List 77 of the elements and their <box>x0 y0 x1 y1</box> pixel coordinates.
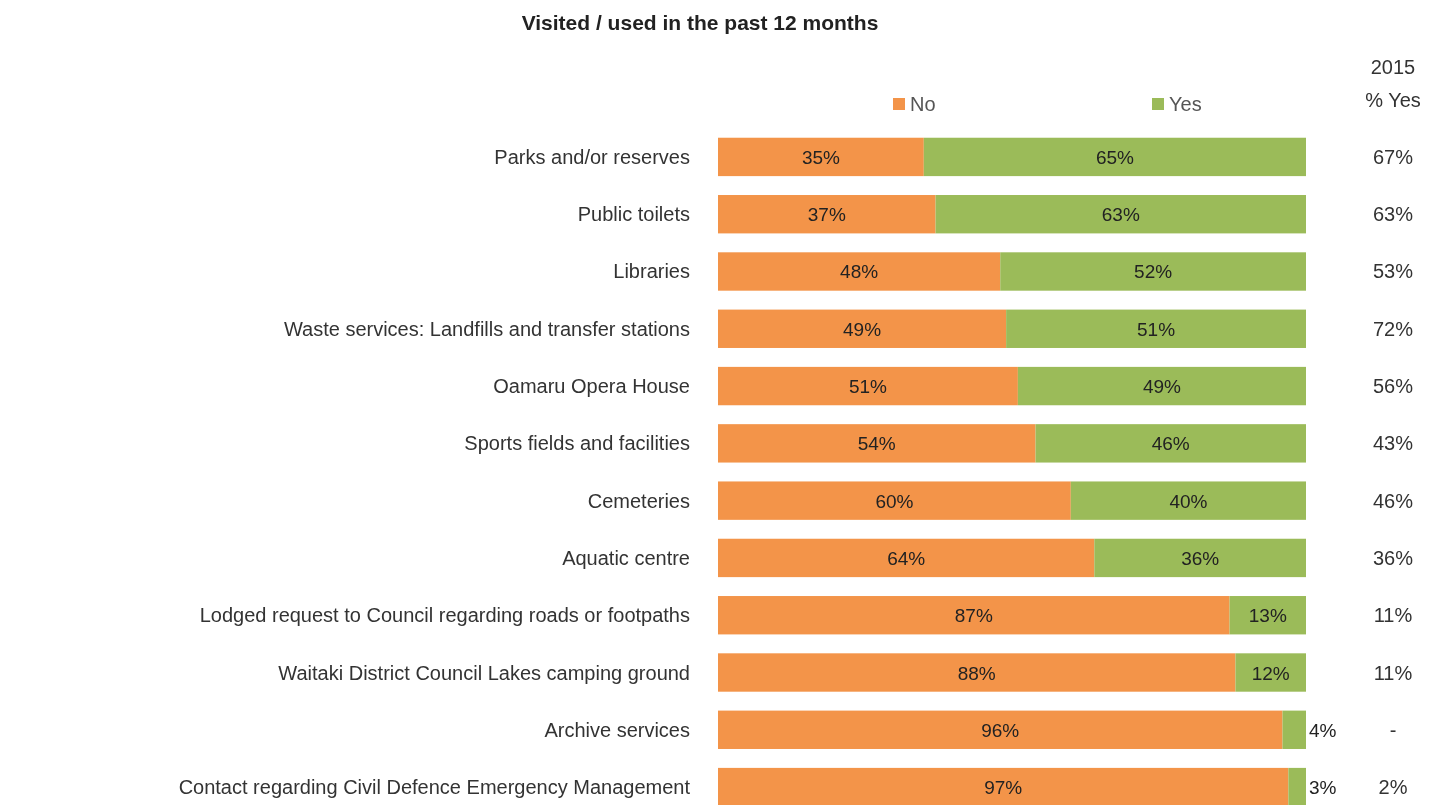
data-label: 4% <box>1309 719 1337 741</box>
y-tick-label: Lodged request to Council regarding roads or footpaths <box>199 604 690 627</box>
text: 36% <box>1372 546 1414 569</box>
bar <box>718 481 1071 520</box>
bar <box>1282 710 1306 749</box>
text: 11% <box>1373 661 1413 684</box>
bar <box>718 424 1036 463</box>
y-tick-label: Waitaki District Council Lakes camping ground <box>278 661 690 684</box>
data-label: 49% <box>1142 376 1182 398</box>
bar <box>718 767 1289 805</box>
bar <box>1094 538 1306 578</box>
y-tick-label: Parks and/or reserves <box>494 145 690 168</box>
text: 56% <box>1372 375 1414 398</box>
bar <box>1288 767 1306 805</box>
data-label: 60% <box>875 490 914 512</box>
bar <box>718 252 1001 291</box>
data-label: 3% <box>1309 777 1337 799</box>
data-label: 51% <box>1137 318 1176 340</box>
data-label: 88% <box>957 662 996 684</box>
data-label: 65% <box>1095 146 1135 168</box>
text: 67% <box>1372 145 1414 168</box>
legend-label: No <box>910 93 936 115</box>
data-label: 37% <box>807 204 846 226</box>
chart-title: Visited / used in the past 12 months <box>521 11 879 34</box>
data-label: 49% <box>843 318 882 340</box>
y-tick-label: Contact regarding Civil Defence Emergency Management <box>178 776 691 799</box>
y-tick-label: Waste services: Landfills and transfer stations <box>283 317 690 340</box>
bar <box>718 366 1018 406</box>
data-label: 35% <box>801 146 841 168</box>
text: 72% <box>1372 317 1414 340</box>
text: 11% <box>1373 604 1413 627</box>
bar <box>1229 596 1306 635</box>
bar <box>923 137 1306 177</box>
data-label: 54% <box>857 433 896 455</box>
bar <box>718 309 1007 348</box>
bar <box>1035 424 1306 463</box>
data-label: 48% <box>840 261 879 283</box>
data-label: 52% <box>1134 261 1173 283</box>
legend-label: Yes <box>1169 93 1202 115</box>
bar <box>718 538 1095 578</box>
text: 43% <box>1372 432 1414 455</box>
bar <box>718 195 936 234</box>
text: % Yes <box>1365 89 1421 111</box>
bar <box>1006 309 1306 348</box>
bar <box>1017 366 1306 406</box>
data-label: 97% <box>984 777 1023 799</box>
data-label: 64% <box>887 547 926 569</box>
data-label: 12% <box>1251 662 1290 684</box>
text: 46% <box>1372 489 1414 512</box>
data-label: 87% <box>954 605 993 627</box>
bar <box>935 195 1306 234</box>
data-label: 13% <box>1248 605 1287 627</box>
data-label: 63% <box>1101 204 1140 226</box>
y-tick-label: Cemeteries <box>587 489 690 512</box>
data-label: 46% <box>1151 433 1190 455</box>
text: 2015 <box>1370 56 1416 78</box>
text: 63% <box>1372 203 1414 226</box>
data-label: 96% <box>981 719 1020 741</box>
text: - <box>1389 718 1397 741</box>
bar <box>1070 481 1306 520</box>
bar <box>718 596 1230 635</box>
bar <box>718 710 1283 749</box>
data-label: 40% <box>1169 490 1208 512</box>
bar <box>1000 252 1306 291</box>
y-tick-label: Aquatic centre <box>562 546 690 569</box>
text: 2% <box>1378 776 1408 799</box>
y-tick-label: Libraries <box>613 260 690 283</box>
bar <box>1235 653 1306 692</box>
data-label: 36% <box>1181 547 1220 569</box>
bar <box>718 653 1236 692</box>
y-tick-label: Archive services <box>544 718 690 741</box>
y-tick-label: Oamaru Opera House <box>493 375 690 398</box>
data-label: 51% <box>848 376 888 398</box>
y-tick-label: Sports fields and facilities <box>464 432 690 455</box>
bar <box>718 137 924 177</box>
y-tick-label: Public toilets <box>577 203 690 226</box>
text: 53% <box>1372 260 1414 283</box>
